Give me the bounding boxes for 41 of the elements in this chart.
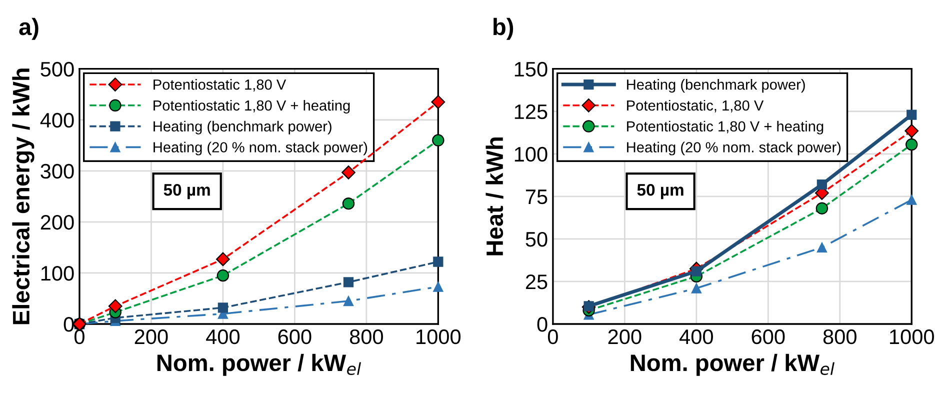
annotation: 50 µm [637,184,684,200]
x-tick-label: 1000 [416,329,461,344]
y-axis-title: Electrical energy / kWh [12,68,34,324]
y-tick-label: 500 [40,62,74,77]
legend-label: Potentiostatic 1,80 V [154,79,286,92]
y-tick-label: 100 [41,266,74,281]
annotation: 50 µm [164,184,210,200]
y-tick-label: 0 [64,317,74,332]
y-tick-label: 50 [526,232,548,247]
x-tick-label: 0 [548,329,558,344]
y-axis-title: Heat / kWh [486,138,504,256]
y-tick-label: 100 [514,146,548,162]
y-tick-label: 200 [40,214,74,230]
x-axis-title: Nom. power / kW$_{el}$ [157,354,361,376]
legend-label: Potentiostatic, 1,80 V [627,100,764,112]
legend-label: Potentiostatic 1,80 V + heating [627,120,824,134]
x-tick-label: 800 [823,329,856,344]
legend-label: Potentiostatic 1,80 V + heating [154,100,350,114]
x-tick-label: 400 [680,329,713,344]
x-tick-label: 800 [350,329,383,344]
y-tick-label: 25 [526,274,548,290]
legend-label: Heating (20 % nom. stack power) [154,142,368,156]
x-tick-label: 0 [74,329,84,344]
y-tick-label: 400 [40,112,74,128]
x-tick-label: 600 [752,329,785,344]
x-tick-label: 600 [278,329,312,344]
x-tick-label: 200 [134,329,168,344]
y-tick-label: 75 [526,190,548,204]
y-tick-label: 150 [514,62,548,77]
legend-label: Heating (20 % nom. stack power) [627,142,841,156]
x-axis-title: Nom. power / kW$_{el}$ [630,354,834,376]
y-tick-label: 125 [514,104,548,120]
x-tick-label: 200 [608,329,642,344]
y-tick-label: 300 [40,164,74,179]
legend-label: Heating (benchmark power) [627,79,805,93]
x-tick-label: 1000 [890,329,934,344]
chart-title: b) [494,18,514,40]
legend-label: Heating (benchmark power) [154,120,332,134]
chart-title: a) [19,18,38,40]
x-tick-label: 400 [206,329,240,344]
y-tick-label: 0 [537,317,548,332]
